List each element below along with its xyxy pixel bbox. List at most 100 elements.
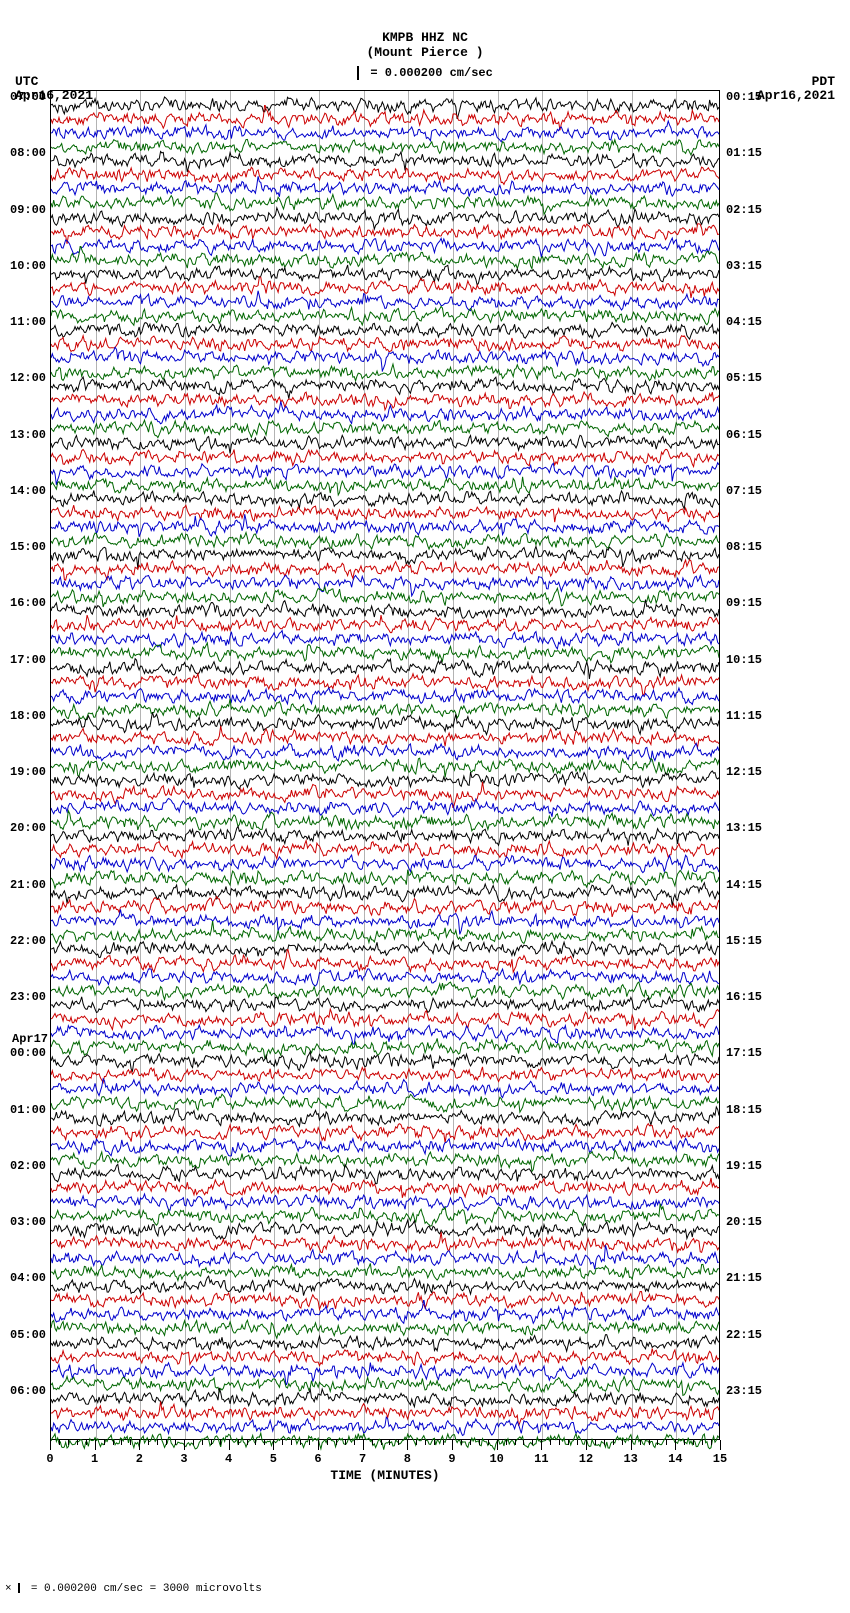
utc-hour-label: 12:00 (10, 371, 46, 385)
x-tick-minor (175, 1440, 176, 1445)
utc-hour-label: 01:00 (10, 1103, 46, 1117)
utc-hour-label: 22:00 (10, 934, 46, 948)
utc-hour-label: 21:00 (10, 878, 46, 892)
x-tick-minor (291, 1440, 292, 1445)
x-tick-minor (693, 1440, 694, 1445)
x-tick-minor (649, 1440, 650, 1445)
x-tick-minor (381, 1440, 382, 1445)
x-tick-minor (684, 1440, 685, 1445)
x-tick-label: 1 (91, 1452, 98, 1466)
x-tick-minor (666, 1440, 667, 1445)
utc-hour-label: 05:00 (10, 1328, 46, 1342)
station-code: KMPB HHZ NC (0, 30, 850, 45)
scale-bar-icon (18, 1583, 20, 1593)
x-tick-minor (354, 1440, 355, 1445)
x-tick-minor (488, 1440, 489, 1445)
scale-text: = 0.000200 cm/sec (370, 66, 492, 80)
seismogram-plot (50, 90, 720, 1440)
pdt-hour-label: 19:15 (726, 1159, 762, 1173)
x-tick-minor (68, 1440, 69, 1445)
pdt-hour-label: 03:15 (726, 259, 762, 273)
x-tick-minor (193, 1440, 194, 1445)
utc-hour-label: 15:00 (10, 540, 46, 554)
x-tick-minor (568, 1440, 569, 1445)
x-tick-major (95, 1440, 96, 1450)
x-tick-label: 4 (225, 1452, 232, 1466)
pdt-hour-label: 05:15 (726, 371, 762, 385)
x-tick-minor (372, 1440, 373, 1445)
x-tick-minor (479, 1440, 480, 1445)
x-tick-major (318, 1440, 319, 1450)
x-tick-minor (202, 1440, 203, 1445)
utc-hour-label: 09:00 (10, 203, 46, 217)
x-tick-major (675, 1440, 676, 1450)
utc-hour-label: 16:00 (10, 596, 46, 610)
x-tick-minor (59, 1440, 60, 1445)
date-right: Apr16,2021 (757, 88, 835, 103)
x-tick-major (452, 1440, 453, 1450)
x-tick-label: 15 (713, 1452, 727, 1466)
pdt-hour-label: 17:15 (726, 1046, 762, 1060)
pdt-hour-label: 04:15 (726, 315, 762, 329)
x-tick-major (50, 1440, 51, 1450)
x-tick-minor (443, 1440, 444, 1445)
footer-scale: × = 0.000200 cm/sec = 3000 microvolts (5, 1583, 262, 1595)
x-tick-minor (559, 1440, 560, 1445)
x-tick-minor (255, 1440, 256, 1445)
scale-bar-icon (357, 66, 359, 80)
pdt-hour-label: 02:15 (726, 203, 762, 217)
x-tick-major (139, 1440, 140, 1450)
pdt-hour-label: 07:15 (726, 484, 762, 498)
x-tick-minor (470, 1440, 471, 1445)
x-tick-minor (550, 1440, 551, 1445)
x-tick-minor (86, 1440, 87, 1445)
utc-hour-label: 11:00 (10, 315, 46, 329)
x-tick-label: 8 (404, 1452, 411, 1466)
pdt-hour-label: 16:15 (726, 990, 762, 1004)
x-tick-label: 14 (668, 1452, 682, 1466)
x-tick-minor (515, 1440, 516, 1445)
x-tick-label: 3 (180, 1452, 187, 1466)
pdt-hour-label: 09:15 (726, 596, 762, 610)
pdt-hour-label: 18:15 (726, 1103, 762, 1117)
x-tick-major (184, 1440, 185, 1450)
x-tick-minor (300, 1440, 301, 1445)
utc-hour-label: 07:00 (10, 90, 46, 104)
x-axis-label: TIME (MINUTES) (50, 1468, 720, 1483)
x-tick-minor (640, 1440, 641, 1445)
pdt-hour-label: 15:15 (726, 934, 762, 948)
utc-hour-label: 08:00 (10, 146, 46, 160)
utc-hour-label: 03:00 (10, 1215, 46, 1229)
x-tick-minor (113, 1440, 114, 1445)
x-tick-major (407, 1440, 408, 1450)
x-tick-label: 12 (579, 1452, 593, 1466)
x-tick-major (229, 1440, 230, 1450)
pdt-hour-label: 14:15 (726, 878, 762, 892)
x-tick-minor (282, 1440, 283, 1445)
x-tick-major (631, 1440, 632, 1450)
utc-hour-label: 04:00 (10, 1271, 46, 1285)
x-tick-minor (577, 1440, 578, 1445)
pdt-hour-label: 21:15 (726, 1271, 762, 1285)
x-tick-minor (702, 1440, 703, 1445)
x-tick-minor (336, 1440, 337, 1445)
x-tick-minor (389, 1440, 390, 1445)
x-tick-minor (595, 1440, 596, 1445)
pdt-hour-label: 22:15 (726, 1328, 762, 1342)
x-tick-label: 9 (448, 1452, 455, 1466)
utc-hour-label: 18:00 (10, 709, 46, 723)
pdt-hour-label: 00:15 (726, 90, 762, 104)
scale-indicator: = 0.000200 cm/sec (0, 66, 850, 80)
x-axis: TIME (MINUTES) 0123456789101112131415 (50, 1440, 720, 1495)
pdt-hour-label: 01:15 (726, 146, 762, 160)
x-tick-minor (434, 1440, 435, 1445)
x-tick-minor (77, 1440, 78, 1445)
pdt-hour-label: 20:15 (726, 1215, 762, 1229)
x-tick-minor (345, 1440, 346, 1445)
utc-hour-label: 17:00 (10, 653, 46, 667)
x-tick-major (720, 1440, 721, 1450)
tz-right: PDT (812, 74, 835, 89)
utc-hour-label: 06:00 (10, 1384, 46, 1398)
pdt-hour-label: 06:15 (726, 428, 762, 442)
x-tick-label: 6 (314, 1452, 321, 1466)
